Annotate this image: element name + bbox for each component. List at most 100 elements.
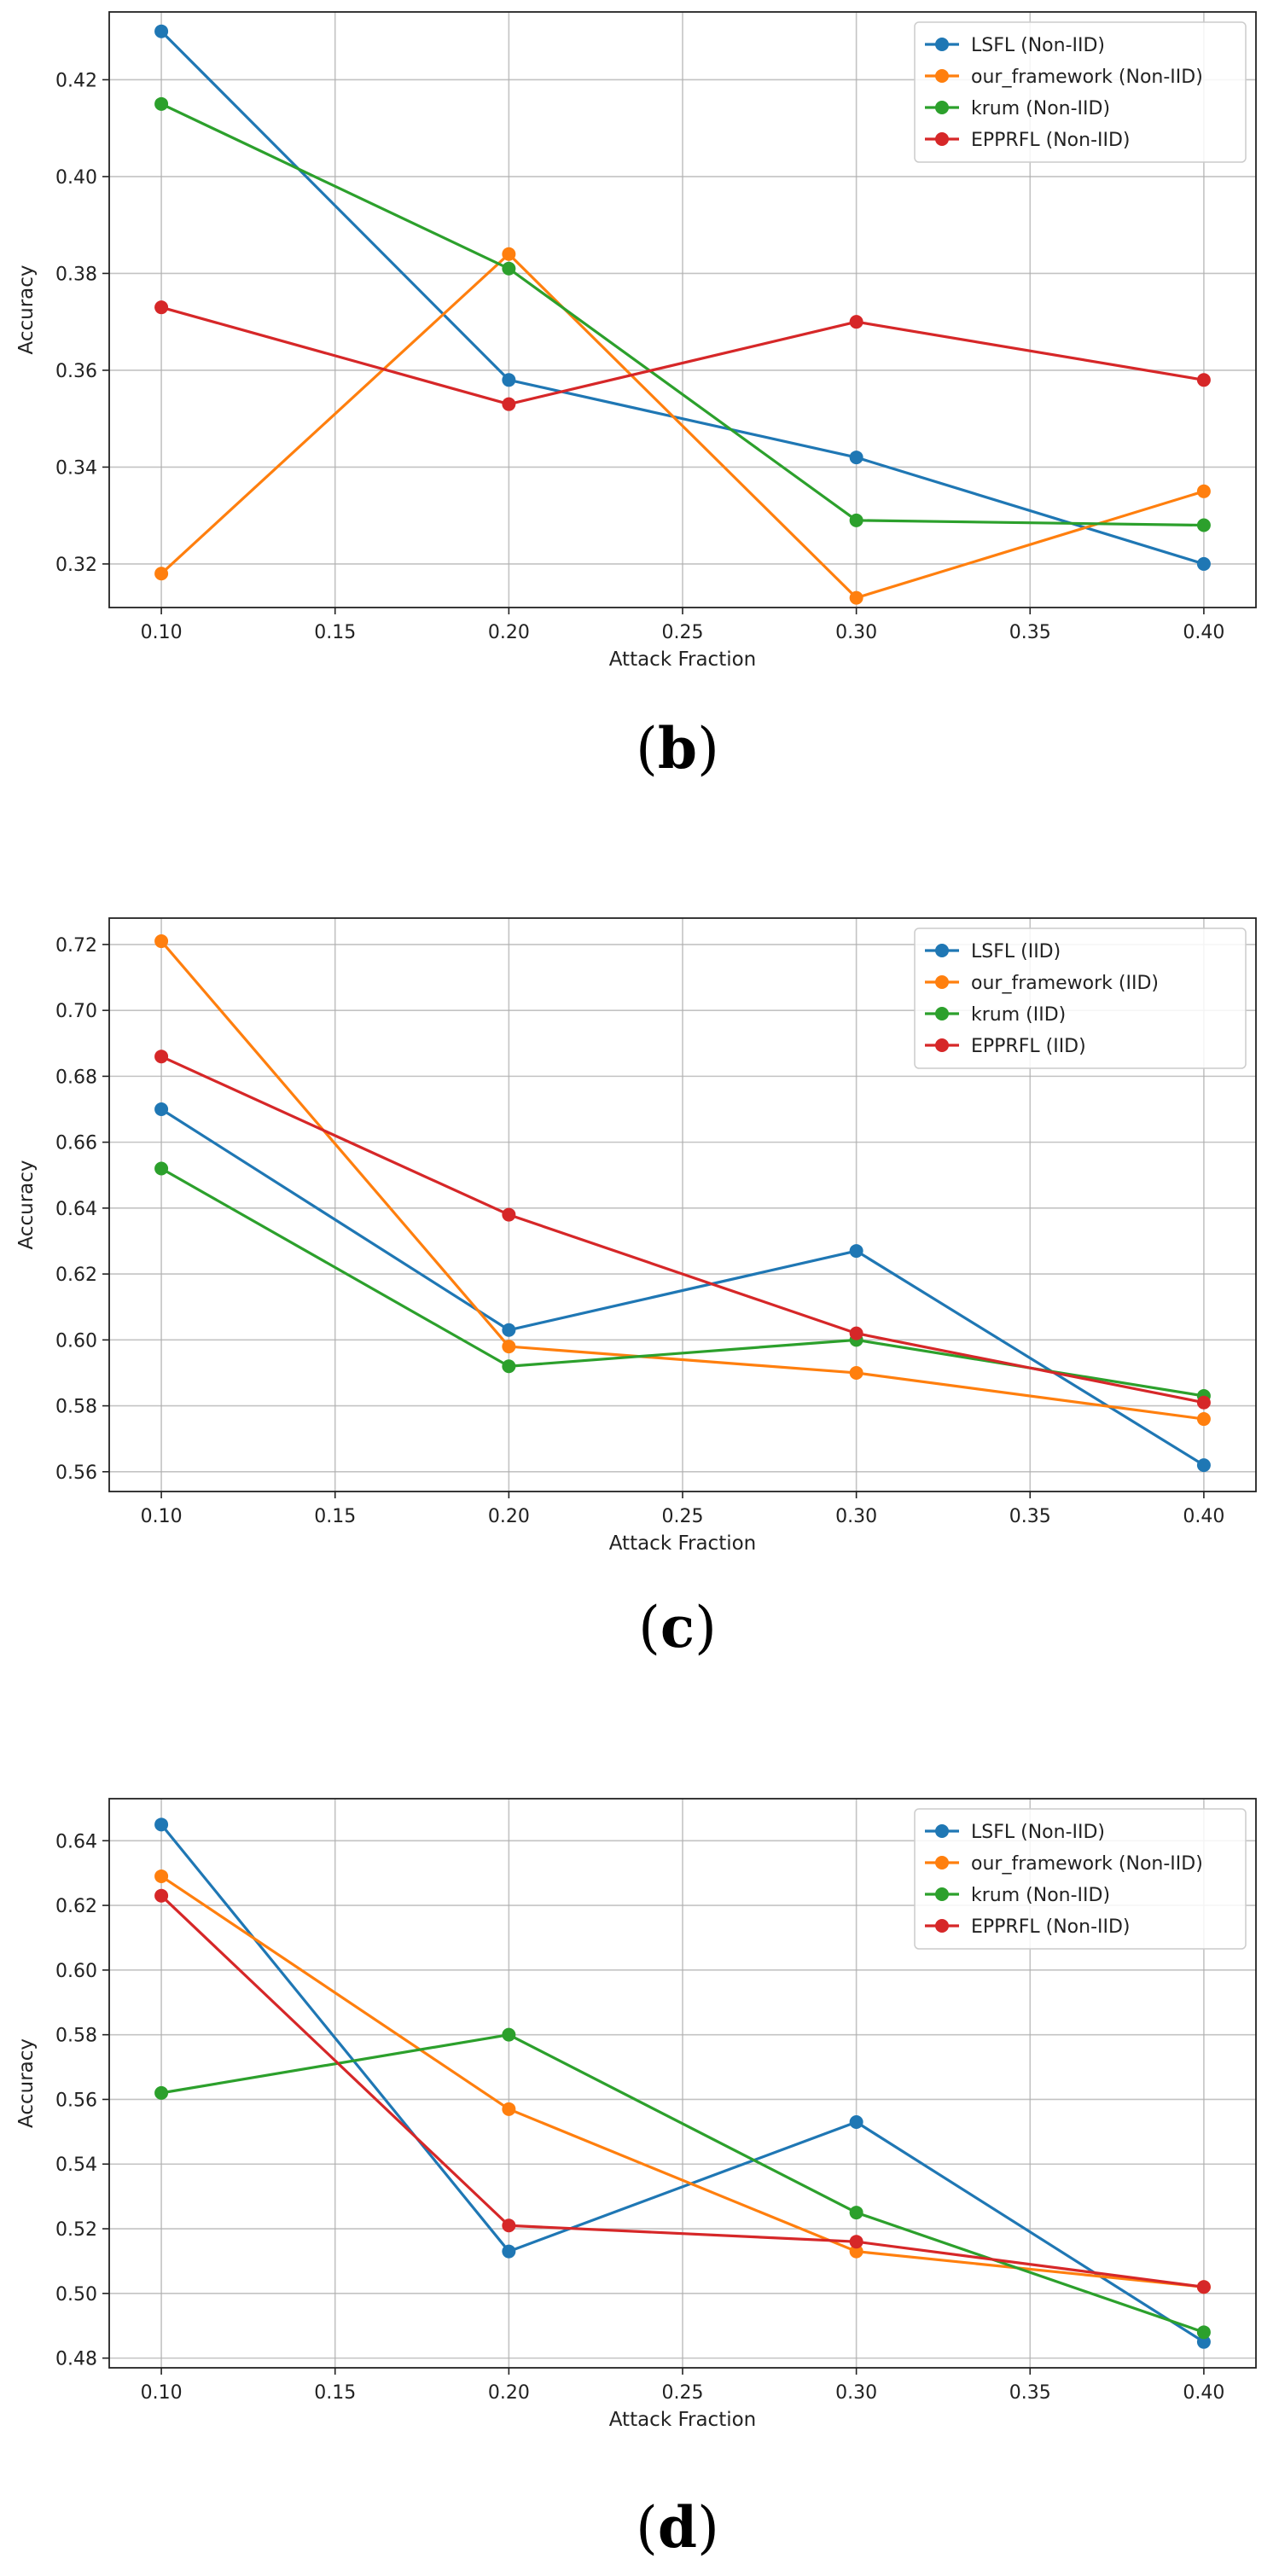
data-point <box>1196 2325 1211 2340</box>
data-point <box>849 2206 863 2220</box>
legend-marker <box>935 101 949 114</box>
data-point <box>1196 518 1211 532</box>
data-point <box>502 2218 516 2233</box>
legend-label: EPPRFL (Non-IID) <box>971 1916 1131 1938</box>
plot-frame <box>108 1798 1257 2369</box>
data-point <box>1196 373 1211 387</box>
data-point <box>849 2244 863 2259</box>
data-point <box>849 513 863 527</box>
legend-marker <box>935 1887 949 1901</box>
y-tick-label: 0.52 <box>55 2219 97 2241</box>
y-tick-label: 0.60 <box>55 1961 97 1982</box>
panel-caption: (c) <box>638 1594 717 1660</box>
x-tick-label: 0.20 <box>488 2382 530 2404</box>
data-point <box>849 2114 863 2129</box>
data-point <box>1196 1412 1211 1427</box>
series-line-2 <box>160 2033 1205 2334</box>
series-line-1 <box>160 253 1205 600</box>
plot-frame <box>108 917 1257 1492</box>
series-line-1 <box>160 939 1205 1421</box>
x-axis-label: Attack Fraction <box>609 2409 757 2431</box>
x-tick-label: 0.10 <box>141 1506 183 1527</box>
data-point <box>154 934 169 949</box>
data-point <box>849 451 863 465</box>
data-point <box>849 1326 863 1340</box>
x-tick-label: 0.10 <box>141 622 183 643</box>
data-point <box>154 2085 169 2100</box>
data-point <box>849 2235 863 2249</box>
y-tick-label: 0.62 <box>55 1896 97 1917</box>
x-tick-label: 0.25 <box>662 622 704 643</box>
legend-label: LSFL (Non-IID) <box>971 1822 1105 1843</box>
legend-box <box>914 21 1247 163</box>
data-point <box>502 2102 516 2116</box>
y-tick-label: 0.54 <box>55 2154 97 2176</box>
legend-label: LSFL (IID) <box>971 941 1061 962</box>
x-tick-label: 0.15 <box>314 622 356 643</box>
y-tick-label: 0.56 <box>55 2090 97 2111</box>
legend-marker <box>935 1919 949 1933</box>
legend-box <box>914 1808 1247 1950</box>
plot-frame <box>108 11 1257 608</box>
series-line-1 <box>160 1875 1205 2288</box>
series-line-3 <box>160 1894 1205 2288</box>
data-point <box>154 1817 169 1832</box>
data-point <box>502 1207 516 1222</box>
data-point <box>502 2027 516 2042</box>
data-point <box>502 1359 516 1374</box>
panel-caption: (d) <box>636 2494 719 2561</box>
y-axis-label: Accuracy <box>15 1160 38 1249</box>
legend-marker <box>935 975 949 989</box>
legend-marker <box>935 38 949 51</box>
y-tick-label: 0.64 <box>55 1199 97 1220</box>
y-axis-label: Accuracy <box>15 265 38 354</box>
legend-box <box>914 927 1247 1069</box>
series-line-0 <box>160 30 1205 566</box>
data-point <box>154 24 169 38</box>
x-tick-label: 0.35 <box>1009 2382 1051 2404</box>
x-tick-label: 0.40 <box>1183 2382 1224 2404</box>
x-axis-label: Attack Fraction <box>609 648 757 671</box>
y-tick-label: 0.48 <box>55 2349 97 2370</box>
panel-caption: (b) <box>636 715 719 782</box>
x-tick-label: 0.20 <box>488 622 530 643</box>
x-tick-label: 0.35 <box>1009 622 1051 643</box>
data-point <box>154 300 169 315</box>
caption-paren-close: ) <box>695 1595 717 1660</box>
y-tick-label: 0.42 <box>55 70 97 91</box>
x-tick-label: 0.20 <box>488 1506 530 1527</box>
data-point <box>502 397 516 411</box>
x-tick-label: 0.30 <box>835 622 877 643</box>
legend-label: our_framework (Non-IID) <box>971 67 1203 88</box>
legend-marker <box>935 1824 949 1838</box>
data-point <box>154 1050 169 1064</box>
data-point <box>1196 1395 1211 1410</box>
x-tick-label: 0.30 <box>835 2382 877 2404</box>
x-tick-label: 0.25 <box>662 1506 704 1527</box>
legend-marker <box>935 1007 949 1021</box>
x-axis-label: Attack Fraction <box>609 1532 757 1555</box>
y-tick-label: 0.70 <box>55 1001 97 1022</box>
data-point <box>154 1161 169 1176</box>
y-tick-label: 0.68 <box>55 1067 97 1088</box>
data-point <box>502 1323 516 1337</box>
data-point <box>154 567 169 581</box>
legend-label: krum (Non-IID) <box>971 98 1110 119</box>
chart-d: 0.10 0.15 0.20 0.25 0.30 0.35 0.40 0.48 0.50 0.52… <box>15 1798 1257 2561</box>
caption-paren-close: ) <box>697 716 719 782</box>
x-tick-label: 0.40 <box>1183 1506 1224 1527</box>
x-tick-label: 0.40 <box>1183 622 1224 643</box>
data-point <box>502 373 516 387</box>
legend-label: krum (IID) <box>971 1004 1066 1026</box>
data-point <box>1196 556 1211 571</box>
legend: LSFL (IID) our_framework (IID) krum (IID) E… <box>914 927 1247 1069</box>
y-tick-label: 0.34 <box>55 457 97 479</box>
legend-label: EPPRFL (Non-IID) <box>971 130 1131 151</box>
series-line-0 <box>160 1823 1205 2344</box>
x-tick-label: 0.25 <box>662 2382 704 2404</box>
data-point <box>154 1102 169 1116</box>
y-tick-label: 0.40 <box>55 167 97 189</box>
data-point <box>502 247 516 261</box>
data-point <box>1196 484 1211 498</box>
